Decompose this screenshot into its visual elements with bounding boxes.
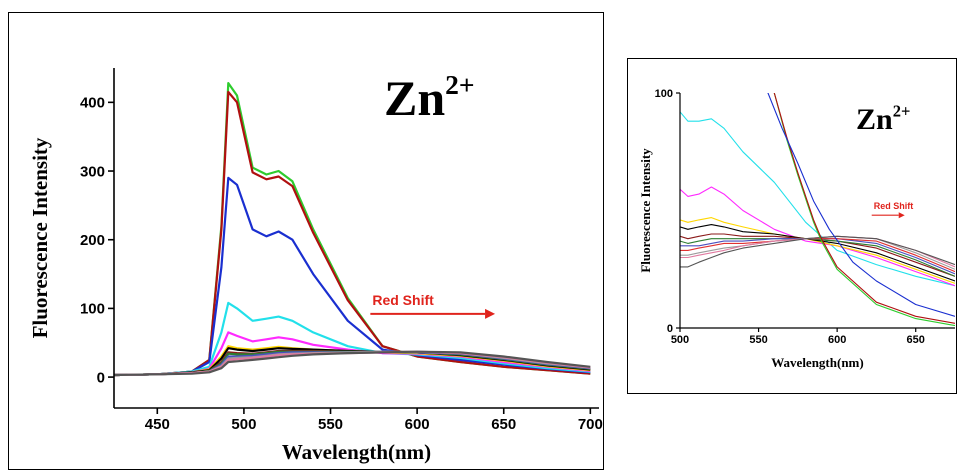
x-tick-label: 450 xyxy=(145,416,170,433)
series-line-6 xyxy=(680,238,955,277)
ion-label: Zn2+ xyxy=(384,69,475,126)
y-tick-label: 100 xyxy=(80,301,105,318)
y-tick-label: 0 xyxy=(97,369,105,386)
series-line-3 xyxy=(680,217,955,284)
red-shift-arrowhead xyxy=(898,212,905,219)
y-axis-title: Fluorescence Intensity xyxy=(28,137,52,338)
x-tick-label: 500 xyxy=(671,334,689,346)
series-line-4 xyxy=(680,224,955,282)
series-line-13 xyxy=(114,350,591,377)
x-axis-title: Wavelength(nm) xyxy=(282,440,431,464)
x-tick-label: 650 xyxy=(491,416,516,433)
red-shift-label: Red Shift xyxy=(372,292,434,308)
y-tick-label: 300 xyxy=(80,163,105,180)
y-tick-label: 100 xyxy=(655,88,673,100)
red-shift-arrowhead xyxy=(485,308,496,319)
series-line-1 xyxy=(680,111,955,287)
x-tick-label: 600 xyxy=(405,416,430,433)
series-line-2 xyxy=(680,186,955,287)
red-shift-label: Red Shift xyxy=(874,201,914,211)
x-tick-label: 650 xyxy=(907,334,925,346)
main-chart: 450 500 550 600 650 700 0 100 200 300 400 Wavelengt… xyxy=(28,68,603,464)
main-chart-panel: 450 500 550 600 650 700 0 100 200 300 400 Wavelengt… xyxy=(8,12,604,470)
series-line-13 xyxy=(773,93,955,324)
y-tick-label: 400 xyxy=(80,95,105,112)
y-tick-label: 200 xyxy=(80,232,105,249)
y-tick-label: 0 xyxy=(667,323,673,335)
inset-chart-panel: 500 550 600 650 0 100 Wavelength(nm) Fluorescen… xyxy=(627,58,957,394)
series-group xyxy=(114,82,591,377)
ion-label: Zn2+ xyxy=(856,101,910,136)
series-line-7 xyxy=(680,238,955,275)
series-line-5 xyxy=(680,233,955,277)
series-group xyxy=(680,93,955,327)
x-axis-title: Wavelength(nm) xyxy=(771,355,863,370)
x-tick-label: 700 xyxy=(578,416,603,433)
x-tick-label: 550 xyxy=(318,416,343,433)
series-line-14 xyxy=(767,93,955,317)
series-line-1 xyxy=(114,82,591,377)
x-tick-label: 600 xyxy=(828,334,846,346)
series-line-3 xyxy=(114,176,591,377)
series-line-2 xyxy=(114,90,591,377)
x-tick-label: 500 xyxy=(231,416,256,433)
series-line-8 xyxy=(680,238,955,273)
inset-chart: 500 550 600 650 0 100 Wavelength(nm) Fluorescen… xyxy=(638,88,955,370)
x-tick-label: 550 xyxy=(749,334,767,346)
series-line-11 xyxy=(680,235,955,268)
y-axis-title: Fluorescence Intensity xyxy=(638,148,653,273)
